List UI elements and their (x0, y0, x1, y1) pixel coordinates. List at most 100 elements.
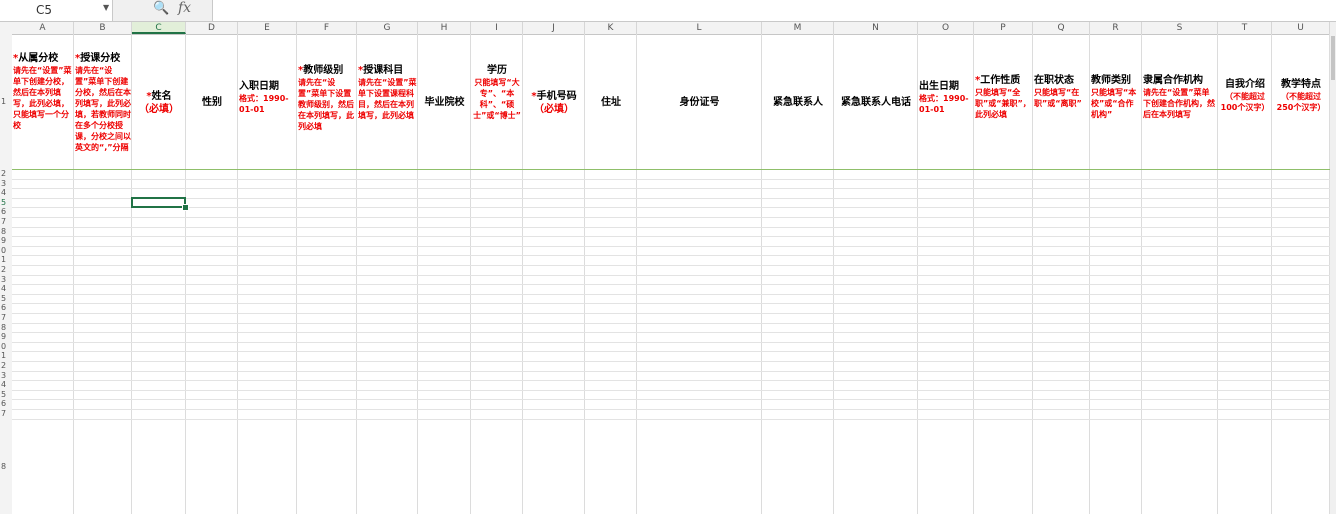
header-title-text: 出生日期 (919, 81, 959, 92)
row-header[interactable]: 3 (1, 178, 7, 188)
header-cell-a[interactable]: *从属分校 请先在“设置”菜单下创建分校，然后在本列填写，此列必填，只能填写一个分… (12, 34, 74, 170)
row-header[interactable]: 6 (1, 399, 7, 409)
column-header-k[interactable]: K (585, 22, 637, 34)
row-header[interactable]: 2 (1, 169, 7, 178)
column-header-j[interactable]: J (523, 22, 585, 34)
header-cell-g[interactable]: *授课科目 请先在“设置”菜单下设置课程科目，然后在本列填写，此列必填 (357, 34, 418, 170)
name-box-value: C5 (36, 3, 53, 17)
header-note: 只能填写“在职”或“离职” (1034, 88, 1082, 108)
scrollbar-thumb[interactable] (1331, 36, 1335, 80)
name-box[interactable]: C5 ▼ (0, 0, 113, 21)
column-header-e[interactable]: E (238, 22, 297, 34)
grid-row-line (12, 293, 1330, 295)
header-title-text: 在职状态 (1034, 75, 1074, 86)
column-header-f[interactable]: F (297, 22, 357, 34)
column-header-p[interactable]: P (974, 22, 1033, 34)
header-cell-s[interactable]: 隶属合作机构 请先在“设置”菜单下创建合作机构，然后在本列填写 (1142, 34, 1218, 170)
row-header[interactable]: 1 (1, 97, 7, 106)
row-header[interactable]: 4 (1, 284, 7, 294)
header-cell-l[interactable]: 身份证号 (637, 34, 762, 170)
header-cell-h[interactable]: 毕业院校 (418, 34, 471, 170)
column-header-r[interactable]: R (1090, 22, 1142, 34)
header-title: 教师类别 (1091, 74, 1141, 87)
header-title-text: 自我介绍 (1225, 79, 1265, 90)
header-cell-e[interactable]: 入职日期 格式：1990-01-01 (238, 34, 297, 170)
header-title: 住址 (586, 96, 636, 109)
row-header[interactable]: 0 (1, 341, 7, 351)
row-header[interactable]: 6 (1, 207, 7, 217)
row-header[interactable]: 8 (1, 322, 7, 332)
column-header-a[interactable]: A (12, 22, 74, 34)
row-header[interactable]: 3 (1, 370, 7, 380)
header-title-text: 教师级别 (303, 65, 344, 76)
column-header-t[interactable]: T (1218, 22, 1272, 34)
row-header[interactable]: 7 (1, 409, 7, 418)
row-header[interactable]: 7 (1, 313, 7, 322)
row-header[interactable]: 5 (1, 197, 7, 207)
column-header-s[interactable]: S (1142, 22, 1218, 34)
column-header-u[interactable]: U (1272, 22, 1330, 34)
row-header[interactable]: 1 (1, 351, 7, 361)
header-cell-q[interactable]: 在职状态只能填写“在职”或“离职” (1033, 34, 1090, 170)
row-header[interactable]: 9 (1, 332, 7, 342)
row-header[interactable]: 1 (1, 255, 7, 265)
header-note: 请先在“设置”菜单下创建分校，然后在本列填写，此列必填，只能填写一个分校 (13, 66, 72, 130)
formula-input[interactable] (212, 0, 1336, 21)
row-header[interactable]: 0 (1, 245, 7, 255)
header-title: 性别 (187, 96, 237, 109)
header-cell-i[interactable]: 学历 只能填写“大专”、“本科”、“硕士”或“博士” (471, 34, 523, 170)
grid-row-line (12, 236, 1330, 238)
column-header-n[interactable]: N (834, 22, 918, 34)
grid-row-line (12, 361, 1330, 362)
row-header[interactable]: 5 (1, 293, 7, 303)
header-note: 请先在“设置”菜单下创建合作机构，然后在本列填写 (1143, 88, 1215, 119)
column-header-q[interactable]: Q (1033, 22, 1090, 34)
column-header-m[interactable]: M (762, 22, 834, 34)
vertical-scrollbar[interactable] (1330, 22, 1336, 514)
grid-row-line (12, 197, 1330, 199)
header-cell-f[interactable]: *教师级别 请先在“设置”菜单下设置教师级别，然后在本列填写，此列必填 (297, 34, 357, 170)
row-header[interactable]: 2 (1, 361, 7, 370)
column-header-c[interactable]: C (132, 22, 186, 34)
row-header[interactable]: 6 (1, 303, 7, 313)
header-cell-b[interactable]: *授课分校 请先在“设置”菜单下创建分校，然后在本列填写，此列必填，若教师同时在多… (74, 34, 132, 170)
column-header-i[interactable]: I (471, 22, 523, 34)
fill-handle[interactable] (182, 204, 189, 212)
column-header-h[interactable]: H (418, 22, 471, 34)
header-title: *授课科目 (358, 64, 417, 77)
row-header[interactable]: 7 (1, 217, 7, 226)
row-header[interactable]: 4 (1, 188, 7, 198)
column-header-d[interactable]: D (186, 22, 238, 34)
row-header[interactable]: 2 (1, 265, 7, 274)
sheet-grid[interactable]: *从属分校 请先在“设置”菜单下创建分校，然后在本列填写，此列必填，只能填写一个分… (12, 34, 1330, 514)
column-header-l[interactable]: L (637, 22, 762, 34)
row-header[interactable]: 5 (1, 389, 7, 399)
header-cell-o[interactable]: 出生日期 格式：1990-01-01 (918, 34, 974, 170)
header-cell-t[interactable]: 自我介绍 （不能超过100个汉字） (1218, 34, 1272, 170)
row-header[interactable]: 3 (1, 274, 7, 284)
column-header-o[interactable]: O (918, 22, 974, 34)
header-cell-u[interactable]: 教学特点 （不能超过250个汉字） (1272, 34, 1330, 170)
header-note: （不能超过100个汉字） (1220, 92, 1270, 112)
fx-icon[interactable]: fx (178, 0, 192, 16)
header-cell-c[interactable]: *姓名 （必填） (132, 34, 186, 170)
header-cell-r[interactable]: 教师类别 只能填写“本校”或“合作机构” (1090, 34, 1142, 170)
header-cell-n[interactable]: 紧急联系人电话 (834, 34, 918, 170)
row-header[interactable]: 9 (1, 236, 7, 246)
header-cell-j[interactable]: *手机号码 （必填） (523, 34, 585, 170)
header-title-text: 教师类别 (1091, 75, 1131, 86)
row-header[interactable]: 8 (1, 226, 7, 236)
header-cell-p[interactable]: *工作性质 只能填写“全职”或“兼职”，此列必填 (974, 34, 1033, 170)
row-header[interactable]: 8 (1, 461, 7, 471)
header-cell-k[interactable]: 住址 (585, 34, 637, 170)
zoom-icon[interactable]: 🔍 (153, 1, 170, 16)
selected-cell[interactable] (131, 196, 186, 209)
header-cell-m[interactable]: 紧急联系人 (762, 34, 834, 170)
row-header[interactable]: 4 (1, 380, 7, 390)
column-header-g[interactable]: G (357, 22, 418, 34)
chevron-down-icon[interactable]: ▼ (103, 3, 110, 12)
header-cell-d[interactable]: 性别 (186, 34, 238, 170)
grid-row-line (12, 265, 1330, 266)
column-header-b[interactable]: B (74, 22, 132, 34)
